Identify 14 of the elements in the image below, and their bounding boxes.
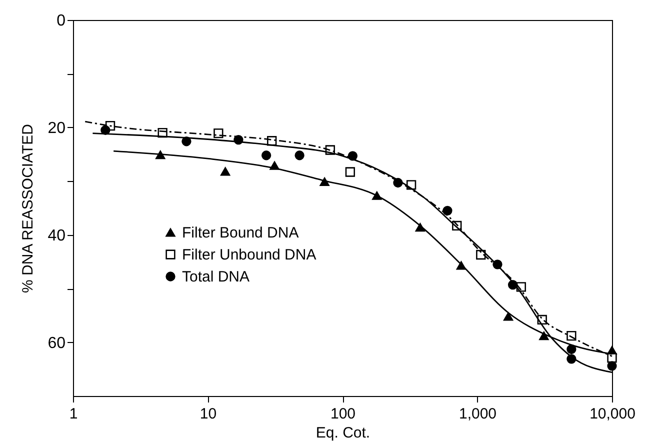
x-tick-label: 10,000 — [590, 406, 636, 422]
y-tick-label: 60 — [48, 334, 66, 352]
legend-label: Total DNA — [182, 268, 250, 286]
legend-label: Filter Bound DNA — [182, 224, 299, 242]
x-axis-title: Eq. Cot. — [316, 424, 370, 442]
y-tick-label: 0 — [56, 12, 66, 30]
y-tick-label: 40 — [48, 227, 66, 244]
x-tick-label: 10 — [200, 406, 217, 422]
legend-label: Filter Unbound DNA — [182, 246, 316, 264]
y-axis-title: % DNA REASSOCIATED — [20, 124, 37, 293]
x-tick-label: 1,000 — [458, 406, 497, 422]
x-tick-label: 1 — [69, 406, 78, 422]
y-tick-label: 20 — [48, 120, 66, 137]
x-tick-label: 100 — [330, 406, 356, 422]
